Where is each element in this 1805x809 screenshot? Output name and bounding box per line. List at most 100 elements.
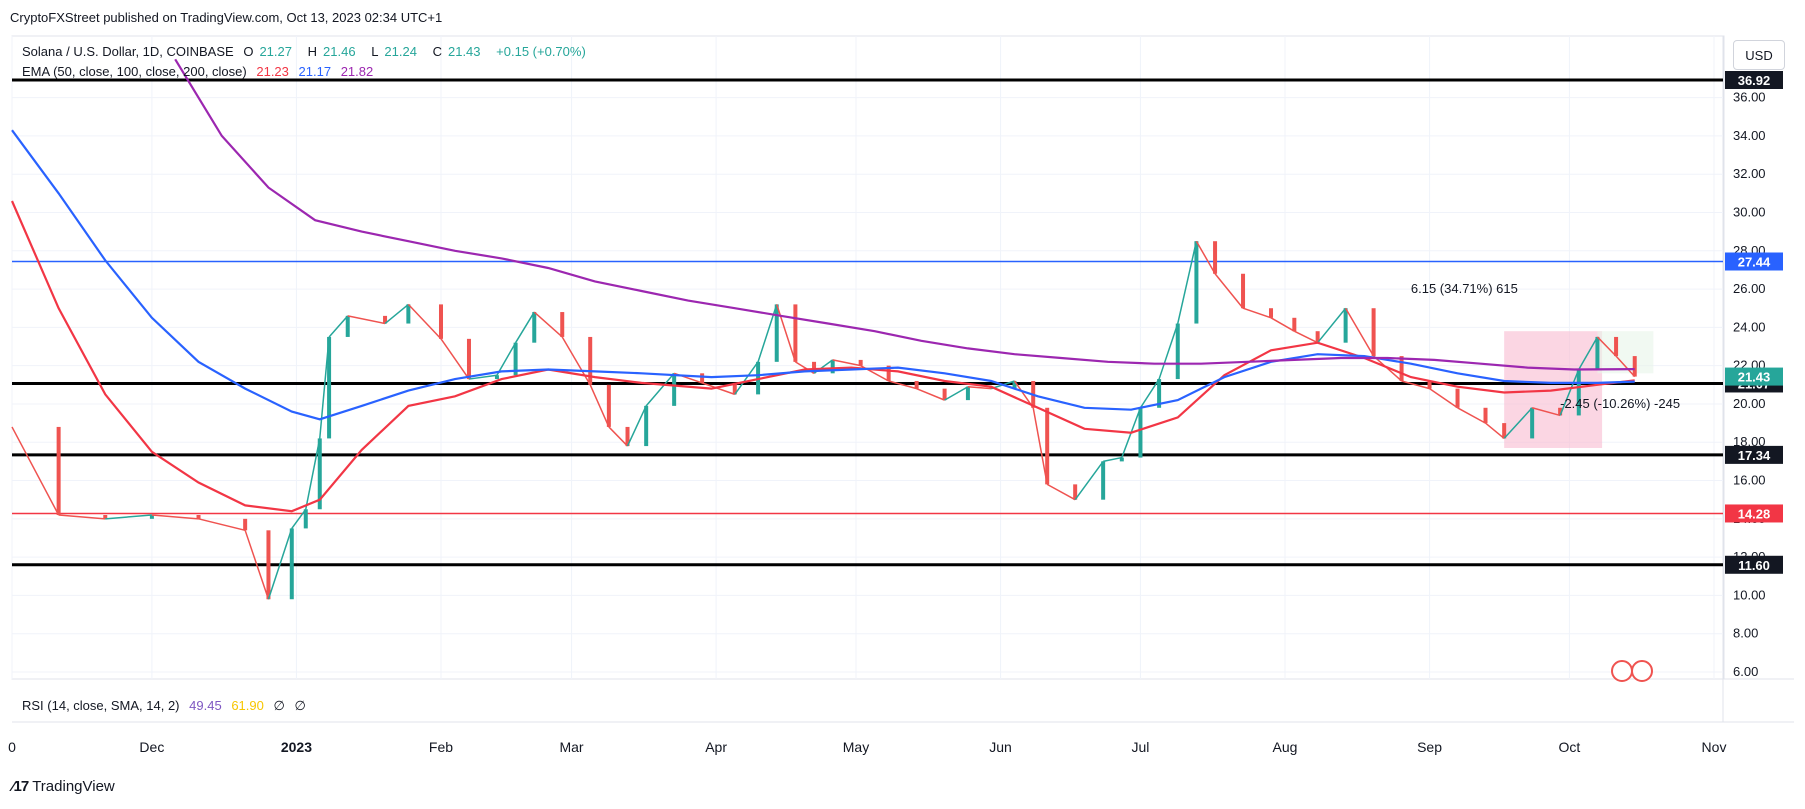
price-axis-label: 21.43	[1738, 370, 1771, 385]
price-segment	[1344, 307, 1375, 357]
price-segment	[944, 386, 969, 401]
candle-body	[700, 373, 705, 383]
price-segment	[1074, 460, 1104, 501]
x-tick-label: Jun	[989, 739, 1012, 755]
price-segment	[916, 387, 945, 401]
price-segment	[1531, 407, 1561, 417]
flag-circle-2	[1631, 660, 1653, 682]
price-segment	[151, 514, 199, 520]
price-segment	[967, 385, 992, 390]
y-tick-label: 10.00	[1733, 587, 1766, 602]
candle-body	[1213, 241, 1218, 274]
tradingview-logo[interactable]: ⁄17 TradingView	[12, 778, 115, 795]
y-tick-label: 30.00	[1733, 204, 1766, 219]
price-segment	[1177, 241, 1198, 324]
candle-body	[965, 386, 970, 401]
candle-body	[942, 388, 947, 401]
price-segment	[701, 382, 736, 396]
price-segment	[1139, 378, 1160, 409]
y-tick-label: 16.00	[1733, 473, 1766, 488]
y-tick-label: 36.00	[1733, 90, 1766, 105]
candle-body	[1558, 407, 1563, 416]
x-tick-label: Oct	[1559, 739, 1581, 755]
candle-body	[1399, 356, 1404, 381]
price-segment	[1242, 307, 1272, 319]
price-segment	[645, 372, 675, 407]
price-axis-label-bg	[1725, 555, 1783, 574]
candle-body	[886, 365, 891, 381]
candle-body	[774, 304, 779, 362]
price-segment	[776, 304, 797, 363]
candle-body	[103, 515, 108, 519]
symbol-legend: Solana / U.S. Dollar, 1D, COINBASE O 21.2…	[22, 44, 592, 59]
price-segment	[1195, 240, 1216, 275]
x-tick-label: May	[843, 739, 869, 755]
candle-body	[1119, 457, 1124, 462]
x-tick-label: Feb	[429, 739, 453, 755]
price-segment	[347, 315, 386, 325]
candle-body	[1427, 380, 1432, 389]
high-value: H 21.46	[307, 44, 356, 59]
price-segment	[1032, 407, 1048, 485]
price-segment	[888, 380, 917, 390]
candle-body	[644, 405, 649, 447]
candle-body	[1502, 423, 1507, 439]
candle-body	[149, 515, 154, 519]
candle-body	[914, 380, 919, 389]
price-segment	[1596, 336, 1617, 357]
price-segment	[1429, 388, 1458, 409]
price-segment	[496, 342, 517, 376]
price-segment	[1158, 323, 1179, 380]
price-segment	[305, 438, 321, 510]
price-segment	[1317, 307, 1347, 344]
candle-body	[793, 304, 798, 362]
candle-body	[1292, 317, 1297, 332]
price-segment	[384, 303, 409, 325]
price-axis-label: 36.92	[1738, 73, 1771, 88]
y-tick-label: 24.00	[1733, 319, 1766, 334]
x-tick-label: Nov	[1702, 739, 1727, 755]
price-segment	[561, 336, 591, 386]
candle-body	[56, 426, 61, 516]
x-tick-label: Dec	[139, 739, 164, 755]
candle-body	[1012, 380, 1017, 389]
candle-body	[383, 315, 388, 324]
candle-body	[672, 373, 677, 406]
candle-body	[289, 528, 294, 600]
ema-legend[interactable]: EMA (50, close, 100, close, 200, close) …	[22, 64, 379, 79]
candle-body	[303, 509, 308, 529]
candle-body	[732, 382, 737, 395]
price-segment	[407, 303, 442, 340]
candle-body	[606, 384, 611, 427]
candle-body	[1175, 323, 1180, 380]
measure-annotation: 6.15 (34.71%) 615	[1411, 281, 1518, 296]
candle-body	[1632, 356, 1637, 377]
price-axis-label-bg	[1725, 504, 1783, 523]
price-segment	[514, 311, 535, 344]
open-value: O 21.27	[243, 44, 292, 59]
candle-body	[1157, 379, 1162, 408]
candle-body	[588, 336, 593, 385]
candle-body	[560, 312, 565, 337]
candle-body	[1241, 273, 1246, 309]
price-axis-label: 11.60	[1738, 558, 1770, 573]
rsi-sma-value: 61.90	[231, 698, 264, 713]
currency-button[interactable]: USD	[1733, 40, 1785, 70]
x-tick-label: Apr	[705, 739, 727, 755]
price-segment	[1615, 355, 1636, 378]
price-segment	[1046, 483, 1076, 501]
rsi-label: RSI (14, close, SMA, 14, 2)	[22, 698, 180, 713]
price-segment	[468, 374, 498, 380]
candle-body	[1483, 407, 1488, 424]
price-segment	[244, 530, 270, 600]
price-segment	[734, 361, 759, 395]
price-segment	[1401, 380, 1430, 390]
y-tick-label: 6.00	[1733, 664, 1758, 679]
candle-body	[1614, 336, 1619, 357]
candle-body	[1194, 241, 1199, 324]
price-segment	[533, 311, 563, 338]
price-segment	[1102, 456, 1122, 463]
rsi-legend[interactable]: RSI (14, close, SMA, 14, 2) 49.45 61.90 …	[22, 698, 312, 714]
price-segment	[1485, 422, 1505, 439]
